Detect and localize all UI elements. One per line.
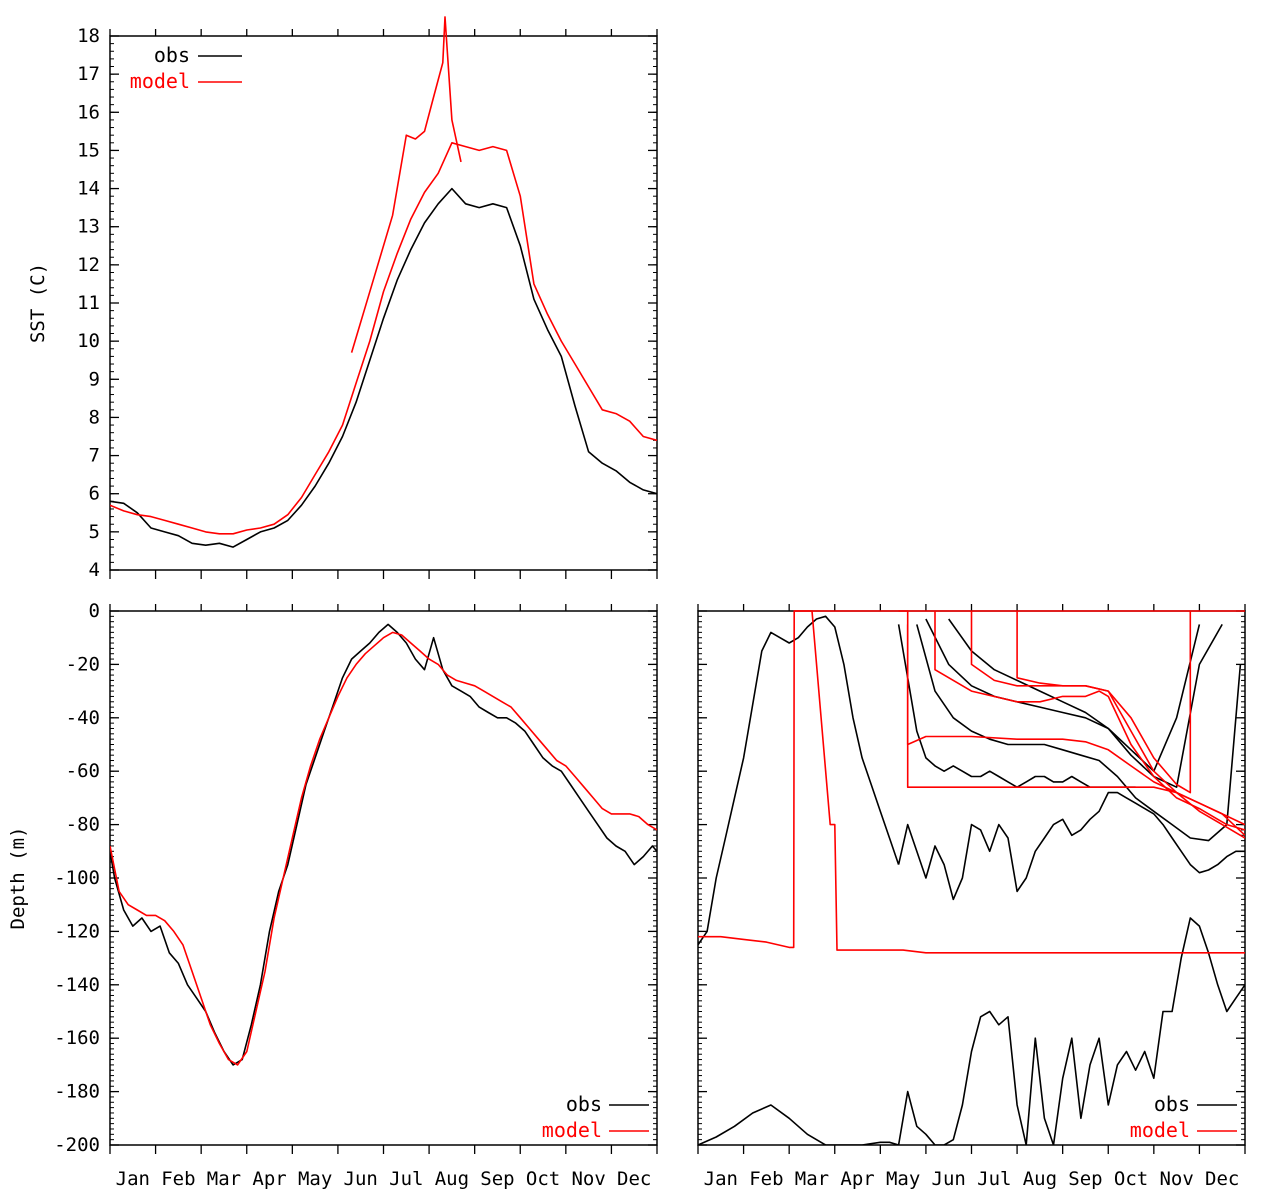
series-line-model-1 xyxy=(110,631,657,1066)
x-tick-label-apr: Apr xyxy=(252,1168,286,1190)
x-tick-label-dec: Dec xyxy=(1205,1168,1239,1190)
y-tick-label: 13 xyxy=(77,216,100,238)
legend-label-model: model xyxy=(1130,1118,1190,1142)
series-line-model-2 xyxy=(350,16,462,353)
y-tick-label: -80 xyxy=(66,814,100,836)
series-line-obs-6 xyxy=(698,917,1245,1145)
y-tick-label: 4 xyxy=(89,559,100,581)
y-tick-label: 12 xyxy=(77,254,100,276)
y-tick-label: 9 xyxy=(89,368,100,390)
y-tick-label: -160 xyxy=(54,1027,100,1049)
legend-label-obs: obs xyxy=(566,1092,602,1116)
y-tick-label: 8 xyxy=(89,406,100,428)
series-line-model-7 xyxy=(698,610,1245,954)
series-line-obs-0 xyxy=(110,623,657,1066)
x-tick-label-dec: Dec xyxy=(617,1168,651,1190)
series-line-model-1 xyxy=(110,142,657,535)
x-tick-label-mar: Mar xyxy=(795,1168,829,1190)
x-tick-label-mar: Mar xyxy=(207,1168,241,1190)
y-axis-title: SST (C) xyxy=(27,263,49,343)
y-tick-label: 7 xyxy=(89,445,100,467)
series-line-obs-0 xyxy=(110,187,657,548)
series-line-obs-3 xyxy=(916,624,1242,842)
x-tick-label-jul: Jul xyxy=(389,1168,423,1190)
x-tick-label-sep: Sep xyxy=(1068,1168,1102,1190)
y-tick-label: -60 xyxy=(66,760,100,782)
y-tick-label: 18 xyxy=(77,25,100,47)
x-tick-label-may: May xyxy=(298,1168,332,1190)
y-tick-label: 17 xyxy=(77,63,100,85)
x-tick-label-oct: Oct xyxy=(1114,1168,1148,1190)
y-tick-label: -140 xyxy=(54,974,100,996)
x-tick-label-jun: Jun xyxy=(344,1168,378,1190)
x-tick-label-feb: Feb xyxy=(161,1168,195,1190)
x-tick-label-jan: Jan xyxy=(116,1168,150,1190)
series-line-obs-1 xyxy=(897,791,1245,901)
x-tick-label-apr: Apr xyxy=(840,1168,874,1190)
plot-frame xyxy=(109,610,658,1146)
legend-label-model: model xyxy=(130,69,190,93)
series-line-obs-0 xyxy=(698,615,900,946)
x-tick-label-sep: Sep xyxy=(480,1168,514,1190)
x-tick-label-feb: Feb xyxy=(749,1168,783,1190)
series-line-model-11 xyxy=(934,611,1245,831)
series-line-obs-4 xyxy=(925,618,1223,789)
y-tick-label: 16 xyxy=(77,101,100,123)
y-tick-label: 5 xyxy=(89,521,100,543)
series-line-model-10 xyxy=(906,624,1245,826)
y-tick-label: 15 xyxy=(77,139,100,161)
x-tick-label-may: May xyxy=(886,1168,920,1190)
y-tick-label: 0 xyxy=(89,600,100,622)
x-tick-label-nov: Nov xyxy=(571,1168,605,1190)
x-tick-label-aug: Aug xyxy=(1023,1168,1057,1190)
y-tick-label: -100 xyxy=(54,867,100,889)
y-tick-label: 11 xyxy=(77,292,100,314)
x-tick-label-oct: Oct xyxy=(526,1168,560,1190)
legend-label-obs: obs xyxy=(154,43,190,67)
legend-label-obs: obs xyxy=(1154,1092,1190,1116)
legend-label-model: model xyxy=(542,1118,602,1142)
y-tick-label: 6 xyxy=(89,483,100,505)
y-axis-title: Depth (m) xyxy=(7,827,29,930)
series-line-model-9 xyxy=(898,610,1245,836)
y-tick-label: -120 xyxy=(54,920,100,942)
y-tick-label: -40 xyxy=(66,707,100,729)
x-tick-label-jan: Jan xyxy=(704,1168,738,1190)
series-line-model-13 xyxy=(1016,611,1192,794)
y-tick-label: -20 xyxy=(66,653,100,675)
depth-right-panel: Jan Feb Mar Apr May Jun Jul Aug Sep Oct Nov Dec obsm… xyxy=(697,604,1246,1190)
y-tick-label: -200 xyxy=(54,1134,100,1156)
y-tick-label: -180 xyxy=(54,1081,100,1103)
x-tick-label-jun: Jun xyxy=(932,1168,966,1190)
y-tick-label: 10 xyxy=(77,330,100,352)
plot-frame xyxy=(109,35,658,571)
y-tick-label: 14 xyxy=(77,178,100,200)
x-tick-label-aug: Aug xyxy=(435,1168,469,1190)
series-line-model-12 xyxy=(970,611,1245,839)
depth-left-panel: 0 -20 -40 -60 -80 -100 -120 -140 -160 -180 -200 Jan… xyxy=(7,600,658,1190)
x-tick-label-jul: Jul xyxy=(977,1168,1011,1190)
x-tick-label-nov: Nov xyxy=(1159,1168,1193,1190)
